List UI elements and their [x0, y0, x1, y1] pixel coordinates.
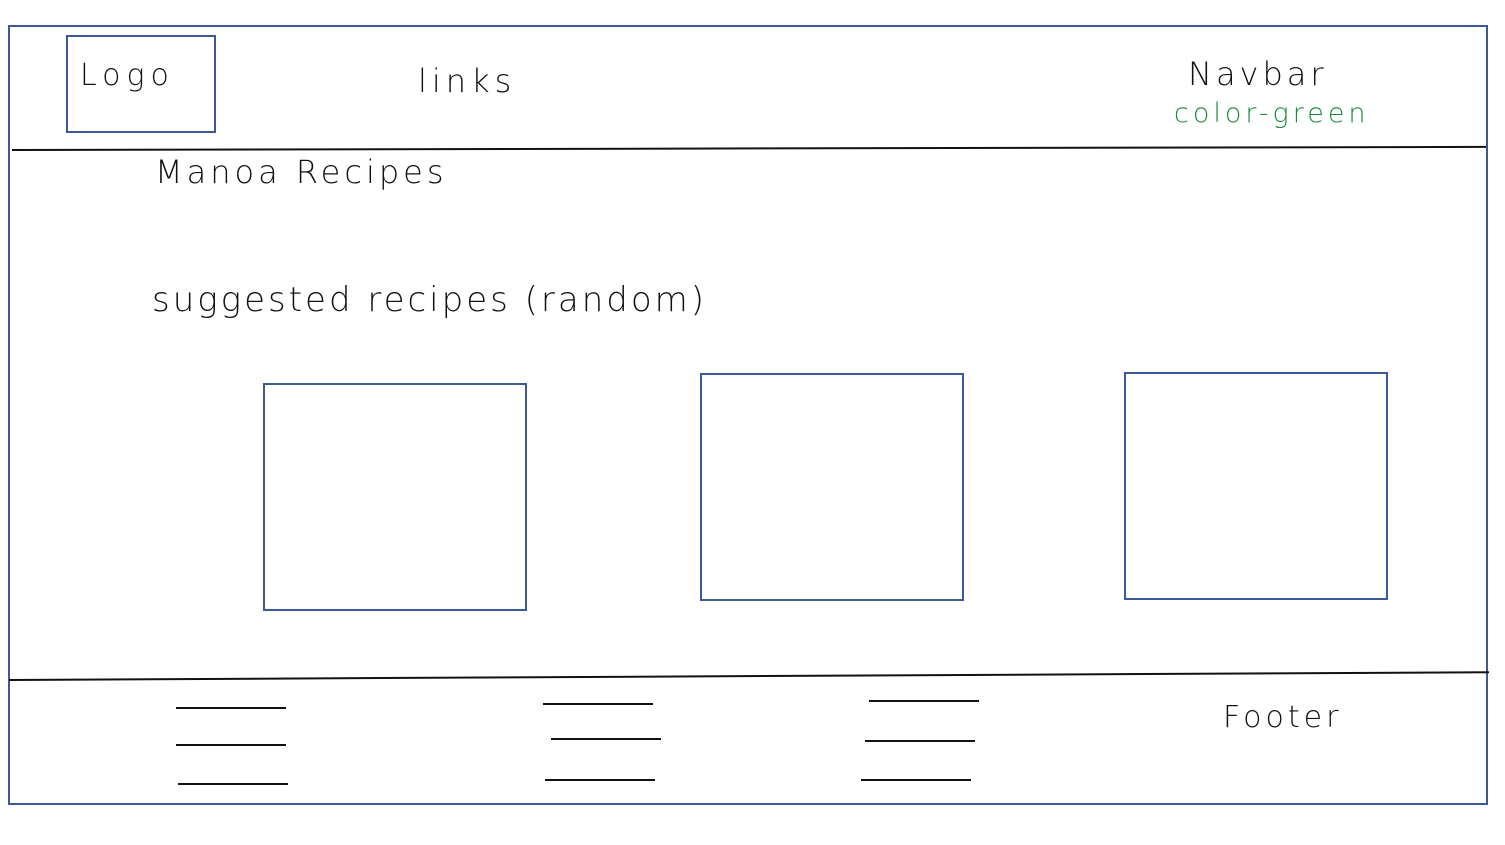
footer-link-line[interactable] — [176, 707, 286, 709]
footer-link-line[interactable] — [176, 744, 286, 746]
logo-box[interactable] — [66, 35, 216, 133]
suggested-recipes-heading: suggested recipes (random) — [152, 280, 708, 320]
recipe-card-2[interactable] — [700, 373, 964, 601]
nav-links-label[interactable]: links — [418, 62, 517, 100]
footer-link-line[interactable] — [543, 703, 653, 705]
site-title: Manoa Recipes — [155, 153, 448, 191]
footer-link-line[interactable] — [869, 700, 979, 702]
footer-link-line[interactable] — [545, 779, 655, 781]
navbar-title-label: Navbar — [1188, 55, 1328, 93]
footer-link-line[interactable] — [861, 779, 971, 781]
recipe-card-3[interactable] — [1124, 372, 1388, 600]
logo-label: Logo — [80, 58, 175, 93]
footer-link-line[interactable] — [551, 738, 661, 740]
page-frame — [8, 25, 1488, 805]
recipe-card-1[interactable] — [263, 383, 527, 611]
footer-label: Footer — [1223, 700, 1343, 735]
navbar-color-note: color-green — [1174, 98, 1370, 129]
footer-link-line[interactable] — [178, 783, 288, 785]
footer-link-line[interactable] — [865, 740, 975, 742]
